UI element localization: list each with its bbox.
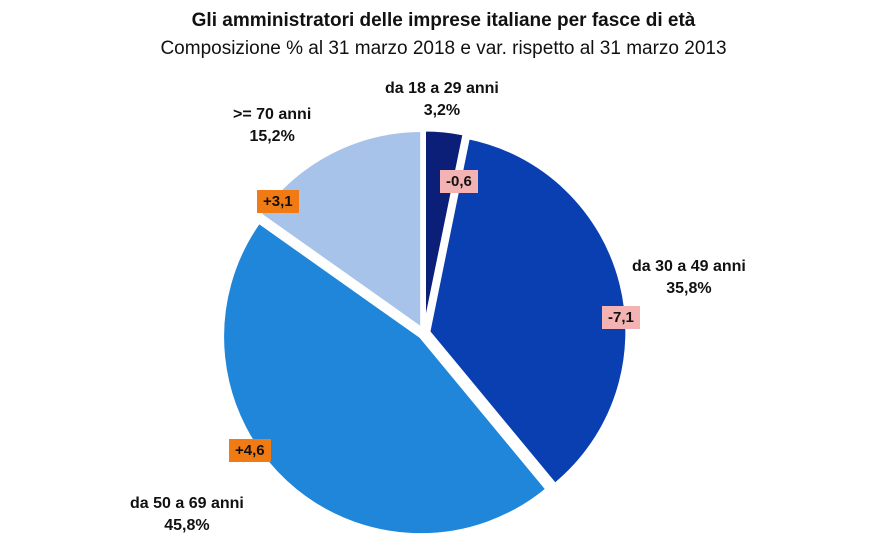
label-30-49: da 30 a 49 anni 35,8%: [632, 258, 746, 297]
label-18-29: da 18 a 29 anni 3,2%: [385, 80, 499, 119]
change-badge-50-69: +4,6: [229, 439, 271, 462]
change-badge-70-plus: +3,1: [257, 190, 299, 213]
change-badge-18-29: -0,6: [440, 170, 478, 193]
chart-subtitle: Composizione % al 31 marzo 2018 e var. r…: [160, 38, 727, 59]
chart-title: Gli amministratori delle imprese italian…: [191, 10, 696, 31]
label-50-69: da 50 a 69 anni 45,8%: [130, 495, 244, 534]
slice-50-69: [221, 220, 549, 537]
label-70-plus: >= 70 anni 15,2%: [233, 106, 312, 145]
slice-30-49: [427, 136, 629, 487]
change-badge-30-49: -7,1: [602, 306, 640, 329]
